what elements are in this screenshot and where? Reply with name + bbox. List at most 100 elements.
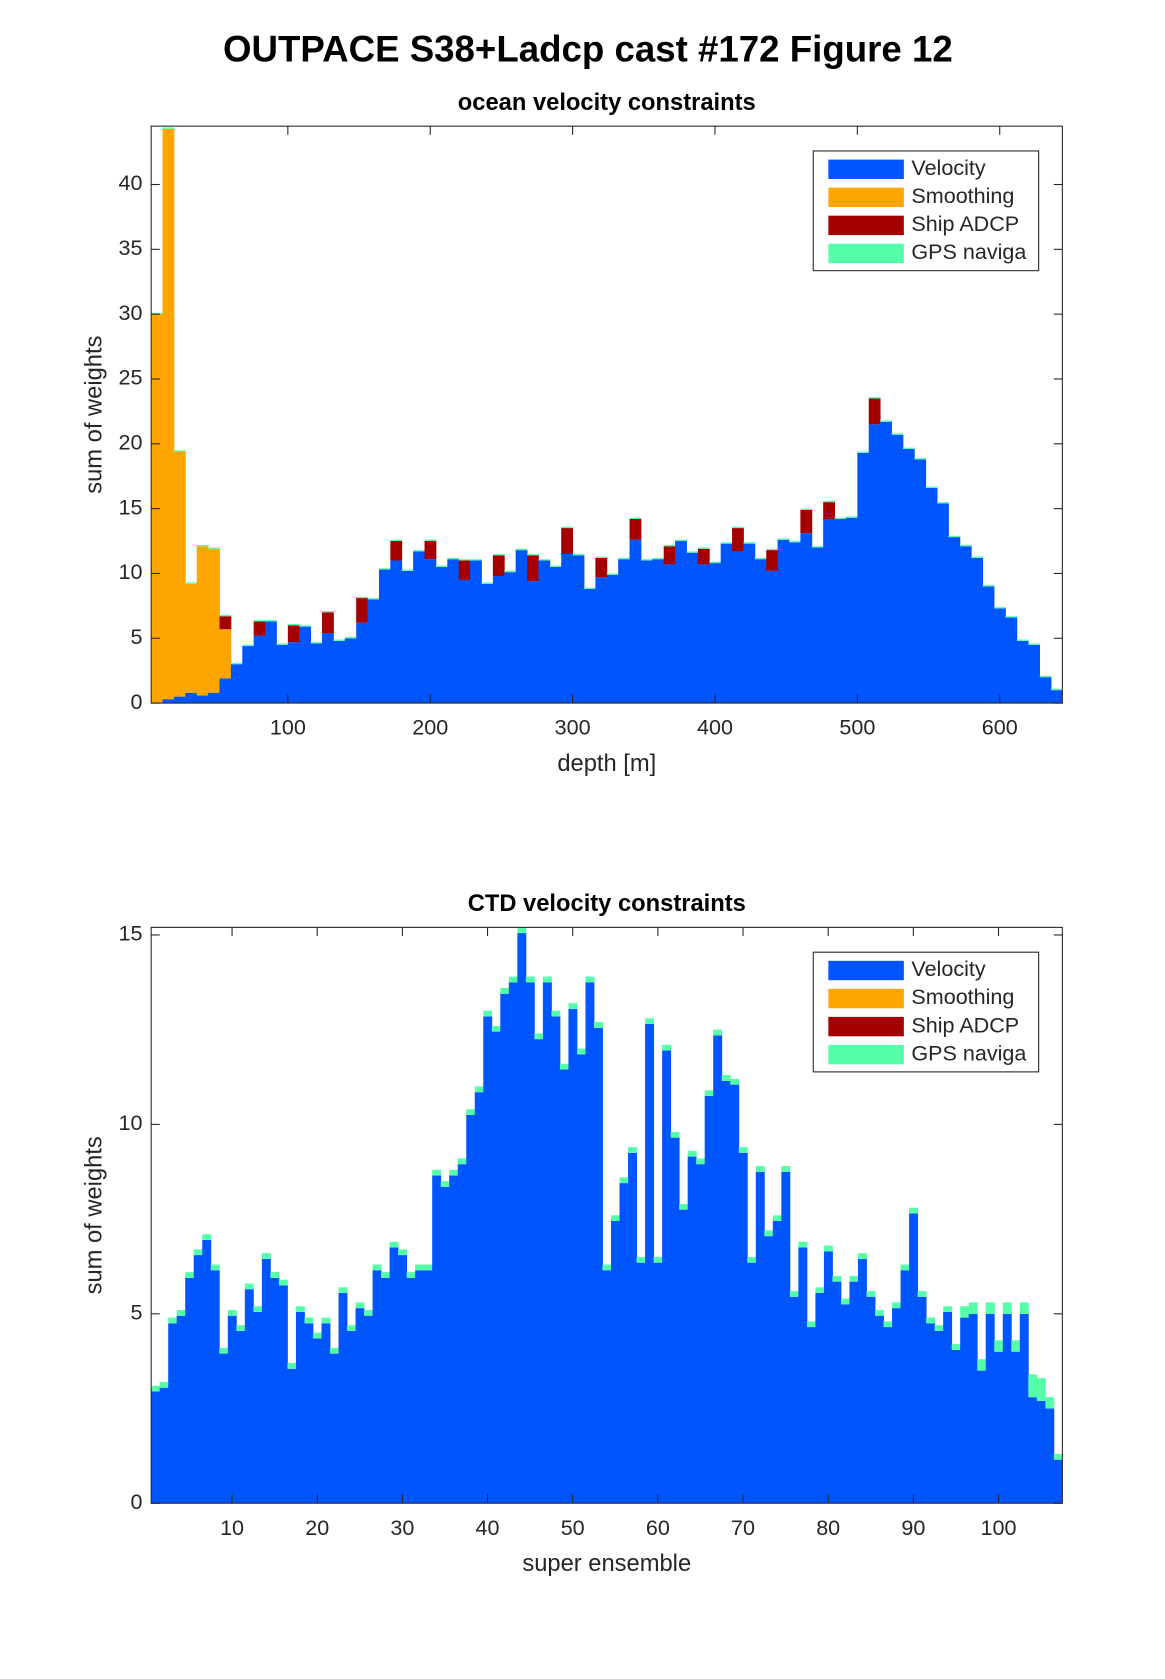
bar-segment (253, 1311, 263, 1504)
bar-segment (994, 608, 1006, 704)
legend-swatch (828, 960, 904, 981)
bar-segment (559, 1063, 569, 1070)
bar-segment (1050, 690, 1063, 704)
bar-segment (329, 1353, 339, 1504)
bar-segment (868, 424, 881, 704)
chart: 10 20 30 40 50 60 70 80 90 100 0 5 10 15 CTD velocity … (81, 891, 1063, 1577)
bar-segment (738, 1152, 748, 1504)
bar-segment (527, 581, 539, 704)
bar-segment (390, 560, 403, 704)
bar-segment (823, 1245, 833, 1252)
bar-segment (766, 570, 779, 704)
legend-swatch (828, 243, 904, 264)
bar-segment (679, 1203, 689, 1210)
bar-segment (857, 1253, 867, 1259)
bar-segment (344, 638, 357, 704)
bar-segment (811, 547, 824, 704)
bar-segment (800, 533, 813, 704)
bar-segment (857, 452, 870, 704)
bar-segment (287, 625, 300, 643)
y-tick-label: 35 (119, 235, 143, 260)
bar-segment (227, 1315, 237, 1504)
bar-segment (504, 572, 517, 704)
bar-segment (504, 570, 517, 573)
bar-segment (679, 1209, 689, 1504)
bar-segment (670, 1131, 680, 1138)
bar-segment (466, 1109, 476, 1115)
bar-segment (299, 626, 312, 704)
bar-segment (202, 1239, 212, 1504)
bar-segment (534, 1039, 544, 1504)
bar-segment (440, 1181, 450, 1187)
bar-segment (951, 1349, 961, 1504)
bar-segment (1050, 688, 1063, 691)
bar-segment (755, 1171, 765, 1504)
bar-segment (982, 585, 995, 587)
bar-segment (618, 559, 630, 704)
bar-segment (210, 1264, 220, 1271)
bar-segment (834, 517, 847, 519)
bar-segment (321, 1323, 331, 1504)
bar-segment (424, 539, 437, 542)
bar-segment (1005, 616, 1018, 618)
legend-label: GPS naviga (911, 239, 1026, 264)
x-tick-label: 100 (270, 715, 306, 740)
bar-segment (151, 312, 163, 315)
bar-segment (508, 976, 518, 983)
bar-segment (857, 451, 870, 453)
x-tick-label: 40 (476, 1515, 500, 1540)
bar-segment (1039, 675, 1052, 678)
bar-segment (1016, 639, 1029, 641)
bar-segment (227, 1310, 237, 1316)
bar-segment (883, 1321, 893, 1328)
bar-segment (202, 1234, 212, 1240)
bar-segment (492, 576, 505, 704)
legend-label: Velocity (911, 155, 985, 180)
bar-segment (381, 1272, 391, 1278)
bar-segment (636, 1256, 646, 1263)
bar-segment (789, 1291, 799, 1297)
bar-segment (709, 563, 722, 704)
bar-segment (611, 1220, 620, 1504)
bar-segment (892, 1302, 901, 1309)
bar-segment (265, 621, 277, 704)
bar-segment (925, 486, 938, 488)
x-axis-label: depth [m] (557, 751, 656, 777)
bar-segment (159, 1381, 169, 1388)
bar-segment (500, 993, 510, 1504)
bar-segment (185, 1272, 195, 1278)
bar-segment (435, 566, 448, 704)
bar-segment (253, 635, 266, 704)
bar-segment (951, 1344, 961, 1350)
bar-segment (517, 927, 527, 934)
bar-segment (538, 560, 551, 704)
bar-segment (561, 553, 574, 704)
chart-title: ocean velocity constraints (458, 90, 756, 116)
bar-segment (270, 1277, 280, 1504)
bar-segment (551, 1010, 561, 1017)
bar-segment (1002, 1302, 1012, 1314)
bar-segment (595, 556, 608, 558)
bar-segment (628, 1152, 638, 1504)
bar-segment (943, 1311, 953, 1504)
bar-segment (208, 692, 220, 704)
bar-segment (432, 1175, 442, 1504)
bar-segment (261, 1258, 271, 1504)
bar-segment (287, 624, 300, 626)
bar-segment (322, 633, 334, 704)
bar-segment (985, 1302, 995, 1314)
bar-segment (338, 1292, 348, 1504)
axes-box (150, 125, 1063, 704)
bar-segment (378, 568, 391, 570)
bar-segment (185, 582, 198, 584)
bar-segment (474, 1086, 484, 1093)
bar-segment (219, 678, 232, 704)
bar-segment (640, 559, 653, 561)
bar-segment (561, 528, 574, 554)
bar-segment (883, 1327, 893, 1504)
bar-segment (406, 1277, 416, 1504)
bar-segment (525, 976, 535, 983)
bar-segment (917, 1296, 927, 1504)
bar-segment (572, 555, 585, 704)
bar-segment (849, 1281, 859, 1504)
